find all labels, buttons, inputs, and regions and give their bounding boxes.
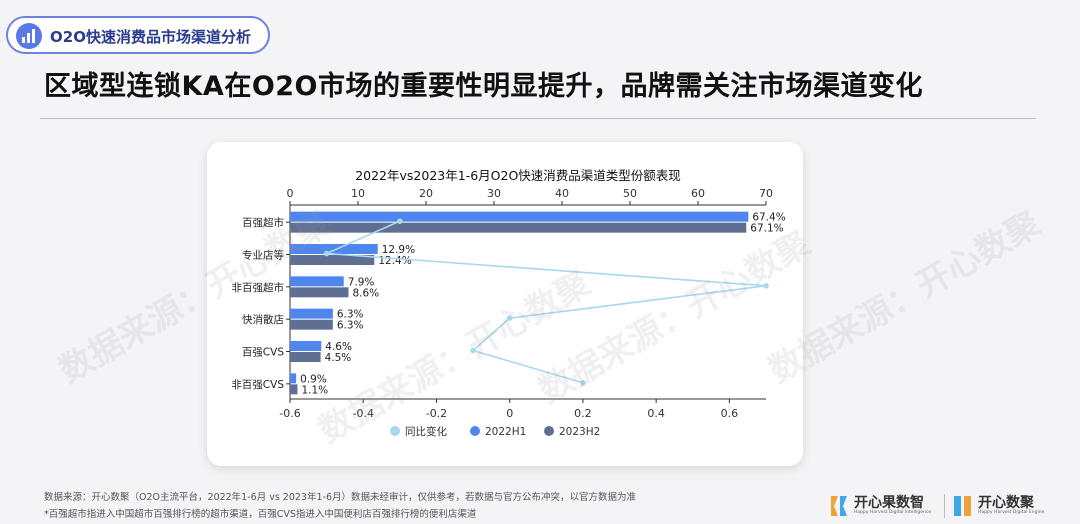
legend-swatch (390, 426, 400, 436)
yoy-point (763, 283, 769, 289)
bar-2022h1 (290, 308, 333, 319)
definition-note: *百强超市指进入中国超市百强排行榜的超市渠道，百强CVS指进入中国便利店百强排行… (44, 509, 477, 520)
logo-name: 开心数聚 (978, 495, 1034, 511)
bar-2023h2 (290, 352, 321, 362)
category-label: 快消散店 (242, 313, 284, 326)
category-label: 非百强CVS (231, 379, 284, 391)
chart-card: 2022年vs2023年1-6月O2O快速消费品渠道类型份额表现 0 10 20 30 4… (207, 142, 803, 466)
data-label-2022h1: 0.9% (300, 373, 327, 385)
bar-chart-icon (16, 23, 42, 49)
top-tick-label: 40 (555, 187, 569, 200)
section-tag: O2O快速消费品市场渠道分析 (6, 16, 270, 54)
bar-2023h2 (290, 287, 349, 298)
bar-2023h2 (290, 319, 333, 330)
yoy-point (580, 380, 586, 386)
category-label: 百强超市 (242, 216, 284, 229)
chart: 2022年vs2023年1-6月O2O快速消费品渠道类型份额表现 0 10 20 30 4… (231, 168, 785, 438)
logo-happy-harvest-intelligence: 开心果数智 Happy Harvest Digital Intelligence (828, 492, 938, 520)
data-label-2022h1: 67.4% (752, 212, 785, 224)
bottom-tick-label: -0.4 (352, 407, 373, 420)
bar-2022h1 (290, 341, 322, 351)
yoy-point (506, 315, 513, 321)
legend-swatch (544, 426, 554, 436)
bar-2022h1 (290, 373, 297, 384)
section-tag-label: O2O快速消费品市场渠道分析 (50, 28, 251, 46)
chart-title: 2022年vs2023年1-6月O2O快速消费品渠道类型份额表现 (355, 168, 681, 183)
legend-label: 同比变化 (405, 425, 447, 438)
bar-2023h2 (290, 384, 298, 395)
bottom-tick-label: 0.2 (574, 407, 592, 420)
top-tick-label: 70 (759, 187, 773, 200)
logo-english: Happy Harvest Digital Engine (978, 510, 1045, 515)
yoy-point (470, 347, 476, 354)
top-tick-label: 30 (487, 187, 501, 200)
category-label: 非百强超市 (232, 281, 285, 294)
bottom-tick-label: -0.6 (279, 407, 300, 420)
data-label-2023h2: 1.1% (301, 384, 328, 396)
bottom-tick-label: 0.6 (721, 407, 739, 420)
data-label-2023h2: 12.4% (378, 255, 411, 267)
data-label-2023h2: 8.6% (352, 287, 379, 299)
top-tick-label: 50 (623, 187, 637, 200)
bottom-tick-label: 0.4 (647, 407, 665, 420)
data-label-2022h1: 7.9% (348, 276, 375, 288)
logo-english: Happy Harvest Digital Intelligence (854, 510, 932, 515)
bottom-tick-label: -0.2 (426, 407, 447, 420)
data-label-2022h1: 12.9% (382, 244, 415, 256)
source-note: 数据来源：开心数聚（O2O主流平台，2022年1-6月 vs 2023年1-6月… (44, 492, 636, 503)
bar-2023h2 (290, 255, 375, 265)
bar-2022h1 (290, 244, 378, 254)
top-tick-label: 10 (351, 187, 365, 200)
data-label-2023h2: 6.3% (337, 320, 364, 332)
logo-mark-icon (831, 496, 847, 516)
top-tick-label: 0 (287, 187, 294, 200)
logo-happy-harvest-engine: 开心数聚 Happy Harvest Digital Engine (952, 492, 1062, 520)
category-label: 专业店等 (242, 249, 284, 262)
bottom-tick-label: 0 (506, 407, 513, 420)
legend-label: 2022H1 (485, 426, 526, 438)
data-label-2023h2: 4.5% (325, 352, 352, 364)
data-label-2022h1: 4.6% (325, 341, 352, 353)
data-label-2023h2: 67.1% (750, 223, 783, 235)
logo-name: 开心果数智 (854, 495, 924, 511)
bar-2023h2 (290, 222, 747, 233)
category-label: 百强CVS (242, 347, 285, 359)
page-title: 区域型连锁KA在O2O市场的重要性明显提升，品牌需关注市场渠道变化 (44, 71, 924, 102)
logo-mark-icon (954, 496, 971, 516)
bar-2022h1 (290, 211, 749, 222)
top-tick-label: 20 (419, 187, 433, 200)
yoy-line (326, 220, 767, 384)
data-label-2022h1: 6.3% (337, 309, 364, 321)
legend-label: 2023H2 (559, 426, 600, 438)
logo-separator (944, 494, 945, 518)
title-divider (40, 118, 1036, 119)
yoy-point (397, 218, 403, 224)
top-tick-label: 60 (691, 187, 705, 200)
legend-swatch (470, 426, 480, 436)
yoy-point (323, 250, 330, 257)
bar-2022h1 (290, 276, 344, 287)
